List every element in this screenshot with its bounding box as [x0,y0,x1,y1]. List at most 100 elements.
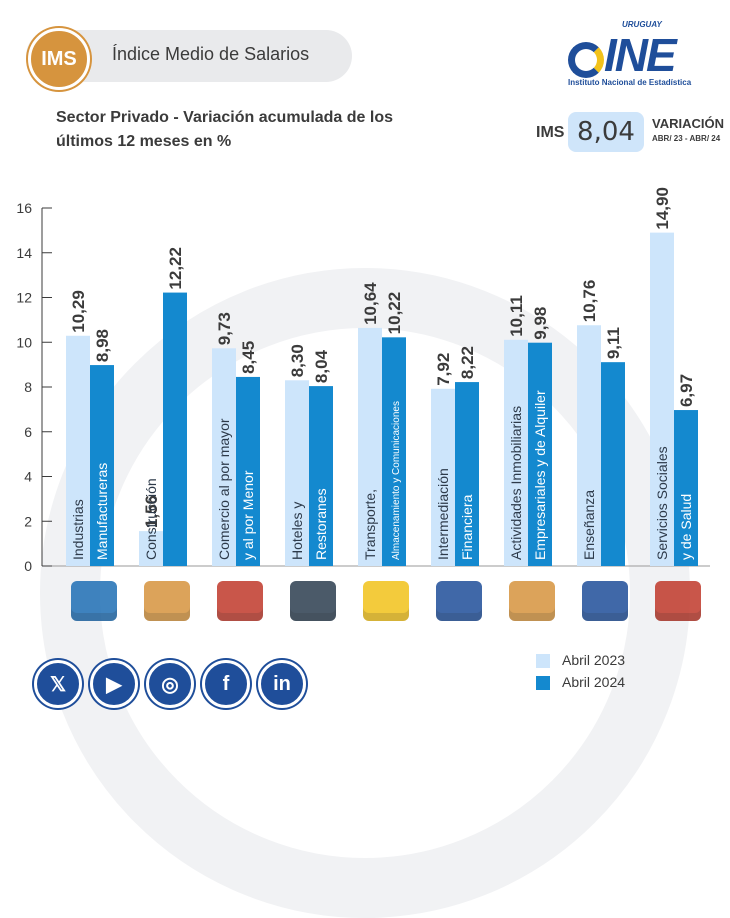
bar-2024 [309,386,333,566]
data-label: 10,76 [580,280,599,323]
data-label: 8,30 [288,344,307,377]
logo-country: URUGUAY [622,20,662,29]
kpi-period: ABR/ 23 - ABR/ 24 [652,134,721,143]
bar-2023 [139,531,163,566]
data-label: 10,11 [507,295,526,337]
bar-2024 [455,382,479,566]
construction-worker-icon-shape [144,581,190,621]
bar-2023 [285,380,309,566]
restaurant-icon [285,574,341,628]
legend-label-2023: Abril 2023 [562,652,626,668]
category-label: Hoteles y [289,502,305,560]
data-label: 10,22 [385,292,404,335]
subtitle-line-1: Sector Privado - Variación acumulada de … [56,109,394,126]
kpi-value: 8,04 [568,112,644,152]
bar-2024 [382,337,406,566]
legend-label-2024: Abril 2024 [562,674,626,690]
y-tick-label: 2 [24,513,32,529]
bar-2024 [528,342,552,566]
data-label: 9,11 [604,327,623,359]
category-label: Intermediación [435,468,451,560]
house-keys-icon [504,574,560,628]
data-label: 8,45 [239,341,258,374]
store-shelves-icon [212,574,268,628]
category-label: Enseñanza [581,490,597,560]
category-label: Almacenamiento y Comunicaciones [391,401,402,560]
factory-worker-icon-shape [71,581,117,621]
logo-sun-icon [568,42,604,78]
data-label: 14,90 [653,187,672,230]
bar-2024 [236,376,260,566]
subtitle-line-2: últimos 12 meses en % [56,133,232,150]
category-label: Servicios Sociales [654,446,670,560]
legend-swatch-2024 [536,676,550,690]
legend-swatch-2023 [536,654,550,668]
y-tick-label: 6 [24,424,32,440]
bar-2024 [674,410,698,566]
category-label: Comercio al por mayor [216,418,232,560]
y-tick-label: 10 [16,334,32,350]
y-tick-label: 4 [24,469,32,485]
bar-2023 [358,327,382,566]
data-label: 12,22 [166,247,185,290]
house-keys-icon-shape [509,581,555,621]
category-label: Manufactureras [94,463,110,560]
x-social-button[interactable]: 𝕏 [34,660,82,708]
y-tick-label: 12 [16,290,32,306]
kpi-label: IMS [536,124,565,141]
factory-worker-icon [66,574,122,628]
bar-2024 [90,365,114,566]
data-label: 8,98 [93,329,112,362]
data-label: 9,73 [215,312,234,345]
teacher-icon [577,574,633,628]
category-label: Empresariales y de Alquiler [532,390,548,560]
category-label: Restoranes [313,488,329,560]
data-label: 10,29 [69,290,88,333]
teacher-icon-shape [582,581,628,621]
linkedin-social-button[interactable]: in [258,660,306,708]
y-tick-label: 16 [16,200,32,216]
category-label: y de Salud [678,494,694,560]
bar-2023 [431,388,455,566]
construction-worker-icon [139,574,195,628]
restaurant-icon-shape [290,581,336,621]
transport-bus-icon [358,574,414,628]
logo-institution: Instituto Nacional de Estadística [568,78,692,87]
bar-2023 [212,348,236,566]
bar-chart: 0 2 4 6 8 10 12 14 16 10,29 Industrias 8,98 Manufact… [16,187,710,574]
store-shelves-icon-shape [217,581,263,621]
logo-mark: INE [604,29,677,81]
category-label: Financiera [459,494,475,560]
data-label: 1,56 [142,495,161,528]
chart-subtitle: Sector Privado - Variación acumulada de … [56,106,416,154]
category-label: Transporte, [362,489,378,560]
y-tick-label: 0 [24,558,32,574]
bar-2023 [650,232,674,567]
bar-2024 [601,362,625,566]
finance-calculator-icon [431,574,487,628]
data-label: 6,97 [677,374,696,407]
finance-calculator-icon-shape [436,581,482,621]
data-label: 8,04 [312,349,331,383]
data-label: 7,92 [434,353,453,386]
ims-badge: IMS [28,28,90,90]
category-label: Actividades Inmobiliarias [508,406,524,560]
instagram-social-button[interactable]: ◎ [146,660,194,708]
category-label: y al por Menor [240,470,256,560]
kpi-variation-label: VARIACIÓN [652,116,724,131]
category-label: Industrias [70,499,86,560]
hospital-icon-shape [655,581,701,621]
data-label: 10,64 [361,282,380,325]
youtube-social-button[interactable]: ▶ [90,660,138,708]
category-label: Construcción [143,478,159,560]
data-label: 8,22 [458,346,477,379]
hospital-icon [650,574,706,628]
facebook-social-button[interactable]: f [202,660,250,708]
y-tick-label: 8 [24,379,32,395]
data-label: 9,98 [531,307,550,340]
bar-2024 [163,292,187,566]
y-tick-label: 14 [16,245,32,261]
bar-2023 [577,325,601,566]
bar-2023 [66,335,90,566]
bar-2023 [504,339,528,566]
